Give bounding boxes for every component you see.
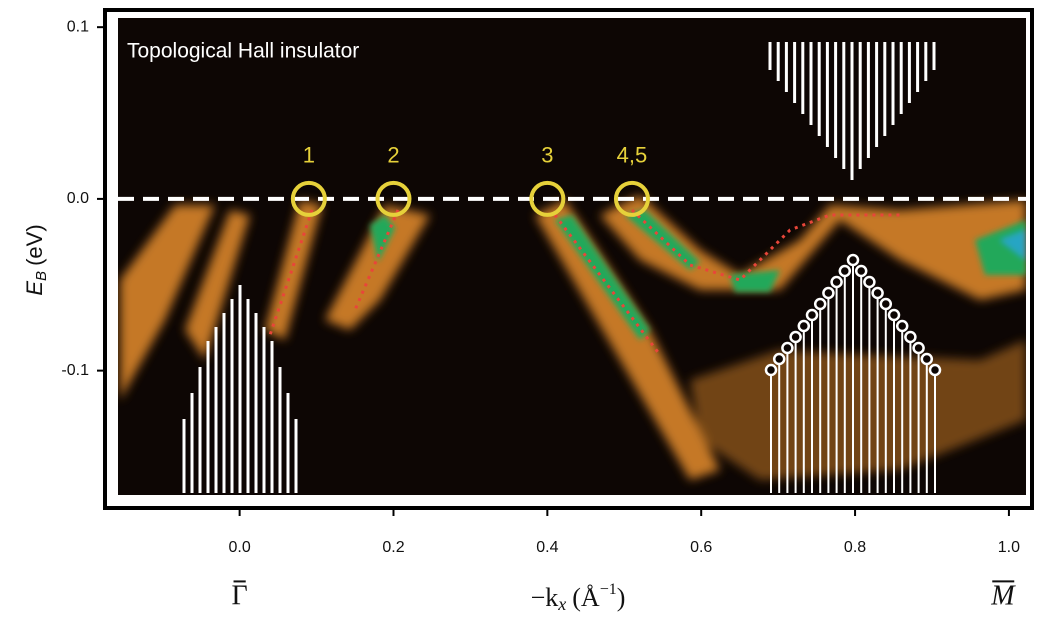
profile-point xyxy=(879,297,893,311)
profile-point xyxy=(813,297,827,311)
y-label-sub: B xyxy=(33,271,50,281)
spectrum xyxy=(120,42,1026,493)
profile-point xyxy=(789,330,802,344)
x-tick-label: 0.0 xyxy=(229,539,251,556)
band xyxy=(185,210,250,360)
band-profiles xyxy=(182,42,942,493)
x-tick-label: 0.4 xyxy=(536,539,558,556)
crossing-marker xyxy=(529,180,566,217)
band-core xyxy=(975,220,1026,275)
x-tick-label: 1.0 xyxy=(998,539,1020,556)
symmetry-point: M xyxy=(990,580,1016,611)
band xyxy=(600,195,1026,300)
x-label-sup: −1 xyxy=(600,581,617,598)
x-axis-label: −kx (Å−1) xyxy=(531,581,626,614)
profile-point xyxy=(846,253,860,267)
x-tick-label: 0.8 xyxy=(844,539,866,556)
profile-point xyxy=(904,330,917,344)
band-core xyxy=(555,215,650,340)
band xyxy=(535,200,720,480)
chart-title: Topological Hall insulator xyxy=(127,40,359,63)
x-label-unit: (Å xyxy=(572,583,600,612)
profile-point xyxy=(912,341,925,355)
profile-point xyxy=(920,352,934,366)
x-label-main: −k xyxy=(531,583,559,612)
profile-point xyxy=(822,286,835,300)
profile-point xyxy=(895,319,909,333)
profile-point xyxy=(854,264,868,278)
profile-point xyxy=(838,264,852,278)
band xyxy=(120,205,215,400)
crossing-label: 2 xyxy=(387,143,399,168)
y-tick-label: 0.1 xyxy=(67,18,89,35)
profile-point xyxy=(764,363,778,377)
band xyxy=(325,205,430,330)
y-label-unit: (eV) xyxy=(22,224,47,266)
crossing-label: 3 xyxy=(541,143,553,168)
crossing-label: 4,5 xyxy=(617,143,648,168)
symmetry-point: Γ xyxy=(232,580,248,611)
x-label-sub: x xyxy=(557,594,566,614)
band-core xyxy=(1000,230,1026,260)
profile-point xyxy=(871,286,884,300)
profile-point xyxy=(805,308,819,322)
crossing-marker xyxy=(613,180,650,217)
x-tick-label: 0.6 xyxy=(690,539,712,556)
profile-point xyxy=(772,352,786,366)
band xyxy=(265,200,322,340)
guide-lines xyxy=(268,208,900,356)
profile-point xyxy=(797,319,811,333)
profile-point xyxy=(863,275,876,289)
y-axis-label: EB (eV) xyxy=(22,224,50,295)
crossing-marker xyxy=(375,180,412,217)
band-core xyxy=(370,215,395,262)
x-label-close: ) xyxy=(617,583,626,612)
y-label-main: E xyxy=(22,281,47,296)
crossing-marker xyxy=(290,180,327,217)
y-tick-label: -0.1 xyxy=(61,362,89,379)
profile-point xyxy=(887,308,901,322)
y-tick-label: 0.0 xyxy=(67,190,89,207)
profile-point xyxy=(830,275,843,289)
profile-point xyxy=(928,363,942,377)
x-tick-label: 0.2 xyxy=(382,539,404,556)
profile-point xyxy=(781,341,794,355)
crossing-label: 1 xyxy=(303,143,315,168)
